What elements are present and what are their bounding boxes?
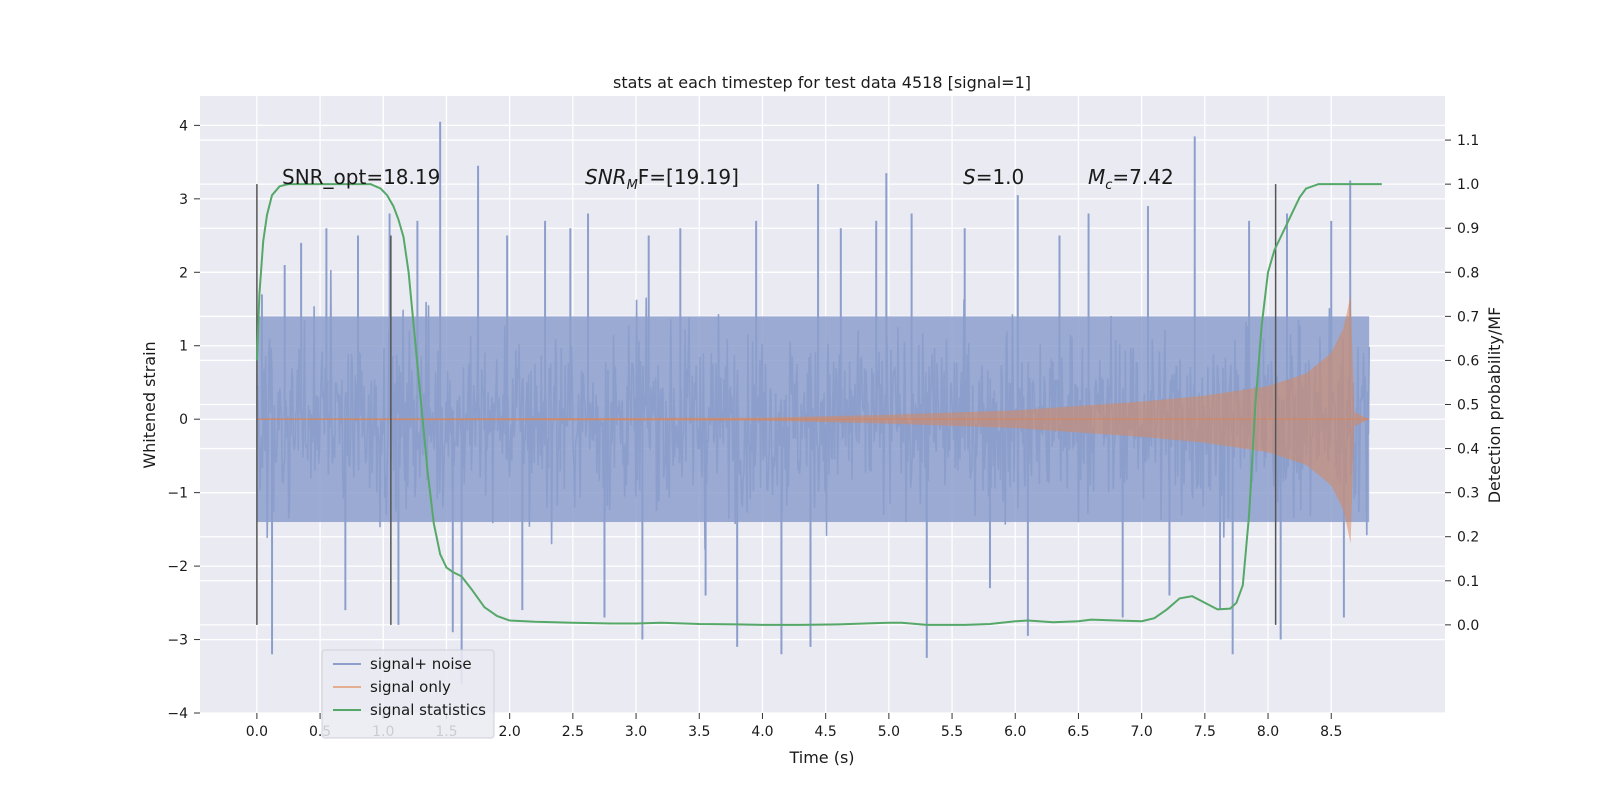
y-left-tick-label: −1	[167, 486, 188, 502]
y-right-tick-label: 0.7	[1457, 309, 1479, 325]
annotation-mc: Mc=7.42	[1088, 165, 1174, 193]
x-tick-label: 5.0	[878, 724, 900, 740]
vertical-markers	[256, 184, 1277, 625]
x-tick-label: 6.5	[1067, 724, 1089, 740]
signal-statistics-line	[255, 183, 1382, 626]
y-left-tick-label: 3	[179, 192, 188, 208]
y-left-axis-ticks: −4 −3 −2 −1 0 1 2 3 4	[167, 118, 200, 722]
y-right-tick-label: 0.0	[1457, 618, 1479, 634]
series-signal-only	[256, 294, 1370, 544]
annotation-snr-mf-rest: F=[19.19]	[638, 165, 739, 189]
annotation-snr-mf-main: SNR	[585, 165, 627, 189]
legend-label-signal-statistics: signal statistics	[370, 701, 486, 719]
x-tick-label: 2.5	[562, 724, 584, 740]
y-right-tick-label: 0.1	[1457, 574, 1479, 590]
y-right-tick-label: 0.6	[1457, 353, 1479, 369]
x-tick-label: 6.0	[1004, 724, 1026, 740]
x-tick-label: 4.0	[751, 724, 773, 740]
annotation-s-rest: =1.0	[976, 165, 1025, 189]
y-right-tick-label: 0.8	[1457, 265, 1479, 281]
noise-trace	[256, 269, 1370, 550]
y-right-tick-label: 0.5	[1457, 398, 1479, 414]
legend: signal+ noise signal only signal statist…	[321, 649, 495, 739]
annotation-mc-sub: c	[1105, 178, 1112, 193]
legend-box	[321, 649, 495, 739]
chart-title: stats at each timestep for test data 451…	[613, 73, 1031, 92]
x-tick-label: 3.5	[688, 724, 710, 740]
y-left-tick-label: −3	[167, 633, 188, 649]
y-left-tick-label: 2	[179, 265, 188, 281]
y-right-tick-label: 1.0	[1457, 177, 1479, 193]
x-tick-label: 7.5	[1194, 724, 1216, 740]
x-tick-label: 5.5	[941, 724, 963, 740]
annotation-s-main: S	[963, 165, 976, 189]
x-tick-label: 8.0	[1257, 724, 1279, 740]
y-left-tick-label: 4	[179, 118, 188, 134]
y-right-tick-label: 0.2	[1457, 530, 1479, 546]
x-tick-label: 8.5	[1320, 724, 1342, 740]
annotation-snr-mf-sub: M	[627, 178, 638, 193]
annotation-mc-main: M	[1088, 165, 1105, 189]
x-axis-label: Time (s)	[788, 748, 854, 767]
y-left-tick-label: −4	[167, 706, 188, 722]
x-tick-label: 3.0	[625, 724, 647, 740]
annotation-snr-opt: SNR_opt=18.19	[282, 165, 440, 189]
x-tick-label: 7.0	[1131, 724, 1153, 740]
y-right-tick-label: 0.9	[1457, 221, 1479, 237]
y-right-tick-label: 0.4	[1457, 442, 1479, 458]
x-tick-label: 0.0	[246, 724, 268, 740]
legend-label-signal-noise: signal+ noise	[370, 655, 472, 673]
y-left-tick-label: 0	[179, 412, 188, 428]
x-axis-ticks: 0.00.51.01.52.02.53.03.54.04.55.05.56.06…	[246, 713, 1342, 740]
annotation-s: S=1.0	[963, 165, 1024, 189]
y-right-tick-label: 1.1	[1457, 133, 1479, 149]
annotation-mc-rest: =7.42	[1112, 165, 1173, 189]
y-right-axis-ticks: 0.0 0.1 0.2 0.3 0.4 0.5 0.6 0.7 0.8 0.9 1.0 1.1	[1445, 133, 1479, 634]
x-tick-label: 4.5	[815, 724, 837, 740]
y-left-tick-label: −2	[167, 559, 188, 575]
legend-label-signal-only: signal only	[370, 678, 451, 696]
y-right-tick-label: 0.3	[1457, 486, 1479, 502]
series-signal-statistics	[255, 183, 1382, 626]
x-tick-label: 2.0	[499, 724, 521, 740]
y-left-tick-label: 1	[179, 339, 188, 355]
annotation-snr-mf: SNRMF=[19.19]	[585, 165, 739, 193]
y-right-axis-label: Detection probability/MF	[1485, 307, 1504, 504]
y-left-axis-label: Whitened strain	[140, 341, 159, 468]
